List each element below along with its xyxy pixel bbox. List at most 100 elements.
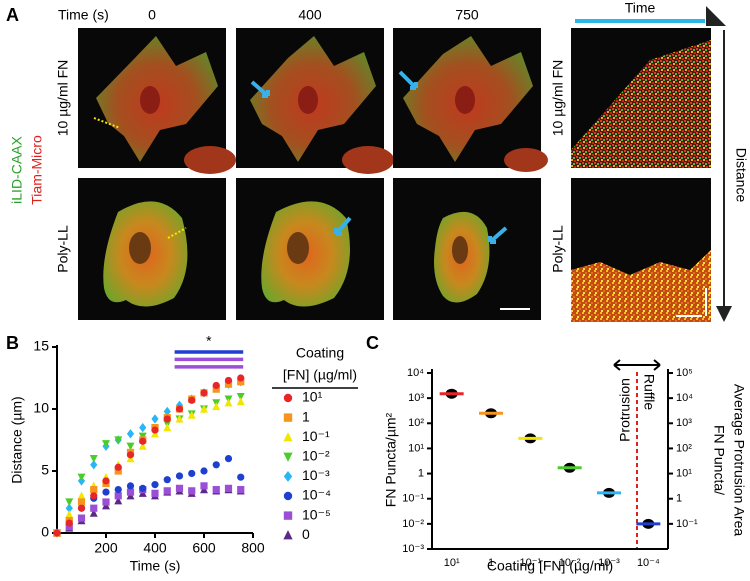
data-point bbox=[163, 487, 171, 495]
region-label: Ruffle bbox=[641, 374, 657, 411]
data-point bbox=[114, 486, 122, 494]
data-point bbox=[126, 429, 135, 439]
time-point: 750 bbox=[455, 7, 479, 23]
data-point bbox=[224, 455, 233, 463]
y-tick-label: 10³ bbox=[408, 392, 424, 404]
arrow-head bbox=[706, 6, 726, 26]
data-point bbox=[151, 489, 159, 497]
data-point bbox=[224, 398, 233, 407]
x-tick-label: 10⁻³ bbox=[598, 557, 620, 569]
legend-label: 10⁻² bbox=[302, 448, 330, 464]
data-point bbox=[53, 529, 61, 537]
data-point bbox=[212, 381, 220, 390]
legend-label: 10⁻⁵ bbox=[302, 506, 331, 522]
arrow-head bbox=[716, 306, 732, 322]
data-point bbox=[77, 514, 86, 522]
data-point bbox=[188, 487, 196, 495]
legend-title: Coating bbox=[296, 345, 344, 361]
x-tick-label: 10⁻⁴ bbox=[637, 557, 660, 569]
y-tick-label: 10² bbox=[408, 417, 424, 429]
legend-marker bbox=[283, 432, 293, 442]
data-point bbox=[175, 414, 184, 423]
legend-marker bbox=[283, 393, 293, 403]
data-point bbox=[187, 410, 196, 419]
y-tick-label: 10 bbox=[33, 400, 49, 416]
y-tick-label: 0 bbox=[41, 524, 49, 540]
y-tick-label: 10⁻² bbox=[402, 518, 424, 530]
data-point bbox=[188, 396, 196, 404]
data-point bbox=[237, 473, 245, 481]
x-tick-label: 10¹ bbox=[444, 557, 460, 569]
y-axis-label: FN Puncta/µm² bbox=[383, 412, 399, 507]
data-point bbox=[89, 455, 98, 463]
data-point bbox=[236, 397, 245, 406]
data-point bbox=[151, 481, 159, 489]
region-arrow bbox=[613, 359, 661, 371]
data-point bbox=[139, 437, 147, 445]
y2-tick-label: 10⁻¹ bbox=[676, 518, 698, 530]
legend-label: 10⁻³ bbox=[302, 467, 330, 483]
data-point bbox=[224, 376, 233, 385]
channel-label: iLID-CAAX bbox=[9, 135, 25, 203]
micrograph bbox=[78, 178, 226, 320]
x-axis-label: Time (s) bbox=[130, 558, 181, 574]
data-point bbox=[114, 436, 123, 445]
data-point bbox=[163, 415, 171, 423]
legend-marker bbox=[283, 530, 293, 540]
y2-axis-label: Average Protrusion Area bbox=[731, 384, 747, 536]
data-point bbox=[126, 451, 135, 459]
legend-title: [FN] (µg/ml) bbox=[283, 367, 357, 383]
legend-label: 1 bbox=[302, 408, 310, 424]
time-point: 400 bbox=[298, 7, 322, 23]
micrograph bbox=[236, 28, 394, 174]
data-point bbox=[200, 389, 208, 397]
data-point bbox=[175, 405, 184, 413]
legend-marker bbox=[283, 452, 293, 462]
legend-label: 10⁻⁴ bbox=[302, 487, 331, 503]
legend-marker bbox=[283, 470, 293, 482]
row-label: Poly-LL bbox=[55, 225, 71, 273]
data-point bbox=[200, 404, 208, 413]
y2-tick-label: 10² bbox=[676, 442, 692, 454]
x-tick-label: 10⁻² bbox=[559, 557, 581, 569]
data-point bbox=[114, 467, 122, 475]
data-point bbox=[102, 498, 110, 506]
legend-label: 0 bbox=[302, 526, 310, 542]
region-label: Protrusion bbox=[617, 378, 633, 442]
channel-label: Tiam-Micro bbox=[29, 135, 45, 205]
data-point bbox=[126, 442, 135, 451]
y-tick-label: 10⁻³ bbox=[402, 543, 424, 555]
legend-label: 10¹ bbox=[302, 389, 323, 405]
y-tick-label: 10⁴ bbox=[407, 367, 424, 379]
data-point bbox=[90, 492, 98, 500]
y-tick-label: 10¹ bbox=[408, 442, 424, 454]
data-point bbox=[236, 393, 245, 401]
data-point bbox=[139, 422, 147, 433]
x-axis-label: Coating [FN] (µg/ml) bbox=[487, 558, 613, 574]
panel-label: B bbox=[6, 333, 19, 353]
data-point bbox=[102, 488, 110, 496]
data-point bbox=[65, 498, 74, 507]
data-point bbox=[126, 488, 135, 496]
significance-label: * bbox=[206, 333, 212, 349]
micrograph bbox=[393, 28, 548, 172]
data-point bbox=[102, 440, 110, 449]
data-point bbox=[237, 486, 245, 494]
kymo-distance-label: Distance bbox=[733, 148, 749, 203]
panel-label: A bbox=[6, 5, 19, 25]
data-point bbox=[188, 469, 196, 478]
y2-tick-label: 10¹ bbox=[676, 467, 692, 479]
legend-label: 10⁻¹ bbox=[302, 428, 330, 444]
data-point bbox=[90, 486, 98, 494]
panel-label: C bbox=[366, 333, 379, 353]
x-tick-label: 800 bbox=[241, 540, 265, 556]
data-point bbox=[163, 423, 172, 432]
legend-marker bbox=[283, 511, 293, 520]
data-point bbox=[77, 498, 86, 506]
y-tick-label: 5 bbox=[41, 462, 49, 478]
y-axis-label: Distance (µm) bbox=[9, 396, 25, 483]
data-point bbox=[224, 380, 233, 388]
data-point bbox=[151, 426, 159, 434]
data-point bbox=[175, 472, 184, 480]
